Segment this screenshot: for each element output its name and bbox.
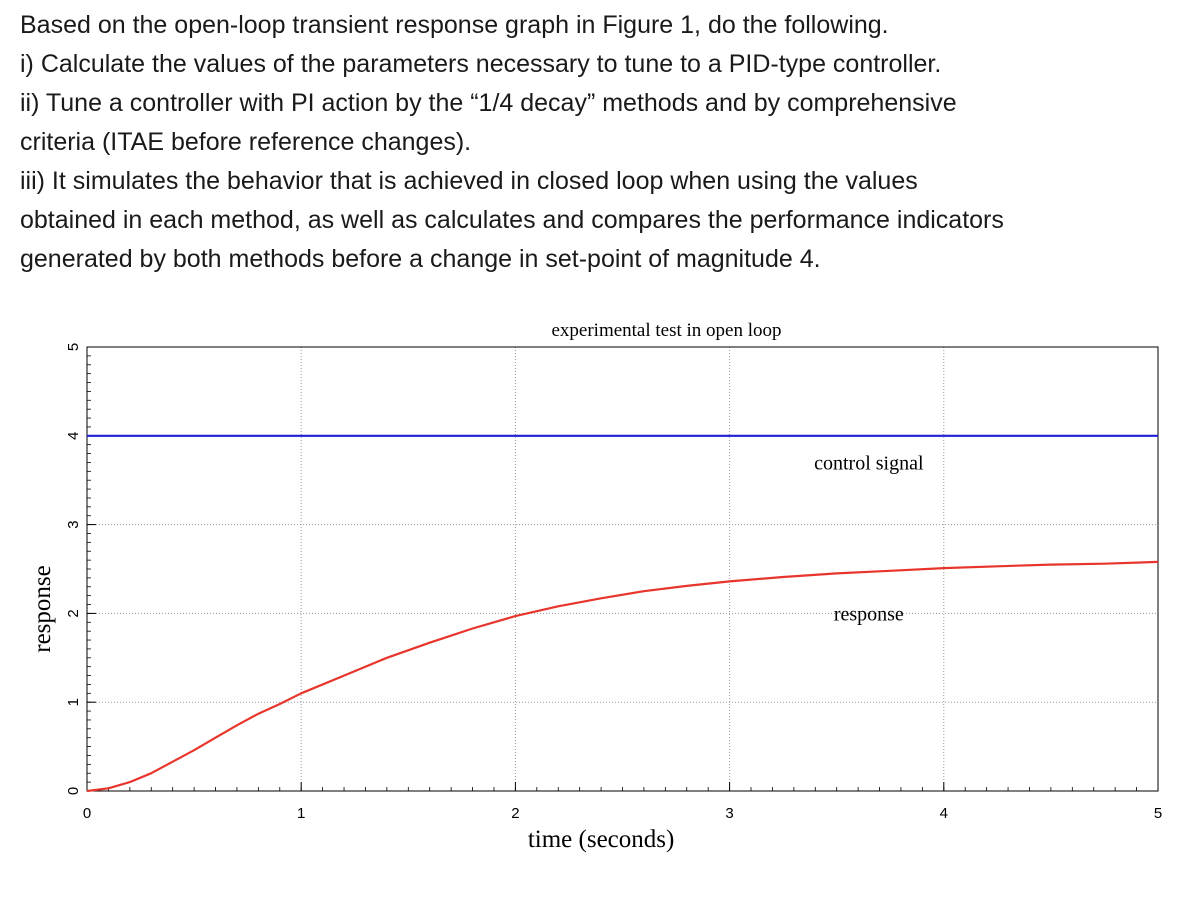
y-tick-label: 3 xyxy=(65,520,82,528)
chart-title: experimental test in open loop xyxy=(551,320,781,341)
question-line: iii) It simulates the behavior that is a… xyxy=(20,167,918,195)
open-loop-chart: 0 1 2 3 4 5 0 1 2 3 4 5 experimental test in open l… xyxy=(29,320,1162,853)
x-tick-label: 3 xyxy=(725,805,733,822)
x-tick-label: 0 xyxy=(83,805,91,822)
question-line: Based on the open-loop transient respons… xyxy=(20,11,889,39)
y-axis-label: response xyxy=(29,565,56,652)
x-tick-label: 4 xyxy=(940,805,948,822)
question-line: obtained in each method, as well as calc… xyxy=(20,206,1004,234)
annotation-response: response xyxy=(834,603,904,625)
annotation-control-signal: control signal xyxy=(814,452,924,474)
y-tick-label: 5 xyxy=(65,343,82,351)
y-tick-label: 2 xyxy=(65,609,82,617)
question-line: ii) Tune a controller with PI action by … xyxy=(20,89,957,117)
question-text: Based on the open-loop transient respons… xyxy=(20,6,1180,279)
x-axis-label: time (seconds) xyxy=(528,826,674,853)
series-line-response xyxy=(86,560,1159,793)
question-line: criteria (ITAE before reference changes)… xyxy=(20,128,472,156)
x-tick-label: 2 xyxy=(511,805,519,822)
y-tick-label: 0 xyxy=(65,787,82,795)
plot-frame xyxy=(86,346,1159,792)
y-tick-label: 4 xyxy=(65,432,82,440)
grid-layer xyxy=(87,347,1158,791)
annotation-layer: control signal response xyxy=(814,452,924,625)
x-tick-label: 1 xyxy=(297,805,305,822)
question-line: generated by both methods before a chang… xyxy=(20,245,821,273)
tick-layer: 0 1 2 3 4 5 0 1 2 3 4 5 xyxy=(65,343,1162,822)
x-tick-label: 5 xyxy=(1154,805,1162,822)
question-line: i) Calculate the values of the parameter… xyxy=(20,50,942,78)
series-layer xyxy=(86,434,1159,793)
y-tick-label: 1 xyxy=(65,698,82,706)
